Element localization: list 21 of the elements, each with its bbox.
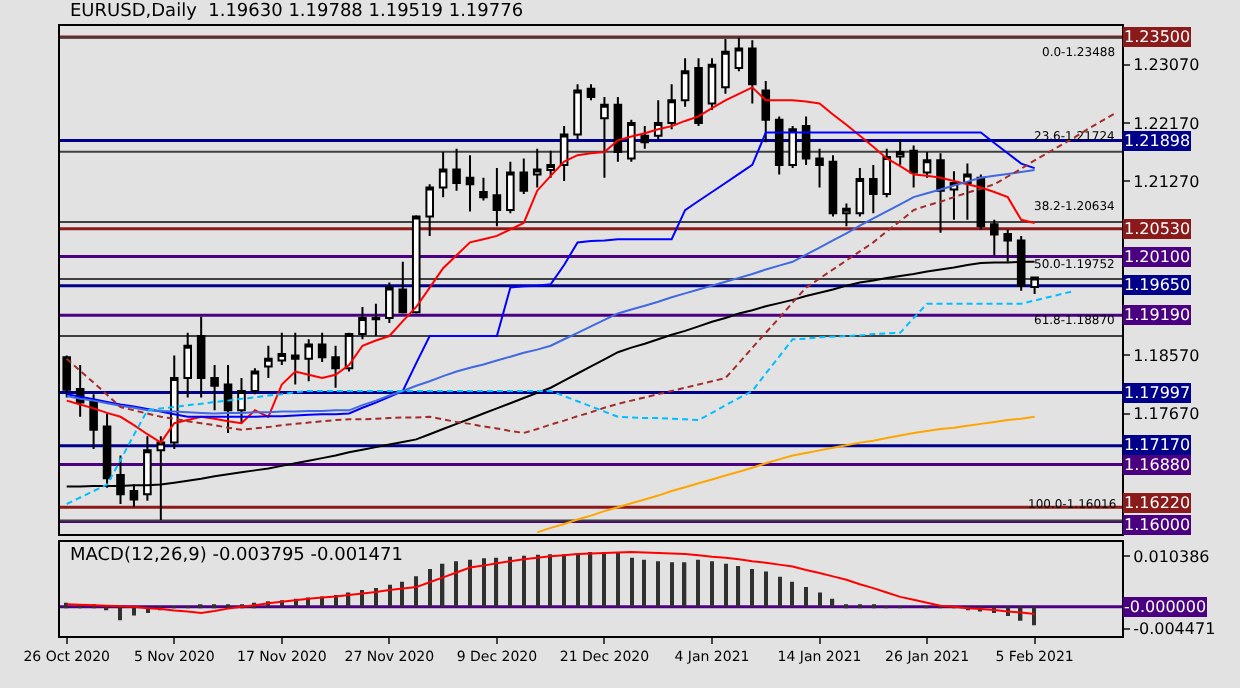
ref-line-label: 1.16220 (1124, 494, 1191, 512)
y-tick-label: 1.18570 (1133, 347, 1200, 366)
y-tick-label: -0.004471 (1133, 620, 1216, 639)
y-tick-label: 1.17670 (1133, 405, 1200, 424)
ref-line-label: 1.20100 (1124, 248, 1191, 266)
ref-line-label: -0.000000 (1124, 598, 1207, 616)
y-tick-label: 1.23070 (1133, 56, 1200, 75)
ref-line-label: 1.17997 (1124, 384, 1191, 402)
ref-line-label: 1.16000 (1124, 516, 1191, 534)
chart-title: MACD(12,26,9) -0.003795 -0.001471 (70, 546, 403, 566)
ref-line-label: 1.20530 (1124, 220, 1191, 238)
ref-line-label: 1.19650 (1124, 276, 1191, 294)
ref-line-label: 1.23500 (1124, 28, 1191, 46)
ref-line-label: 1.17170 (1124, 436, 1191, 454)
ref-line-label: 1.16880 (1124, 456, 1191, 474)
y-tick-label: 1.22170 (1133, 114, 1200, 133)
y-tick-label: 0.010386 (1133, 547, 1210, 566)
ref-line-label: 1.19190 (1124, 306, 1191, 324)
y-tick-label: 1.21270 (1133, 172, 1200, 191)
chart-title: EURUSD,Daily 1.19630 1.19788 1.19519 1.19776 (70, 2, 524, 22)
ref-line-label: 1.21898 (1124, 132, 1191, 150)
